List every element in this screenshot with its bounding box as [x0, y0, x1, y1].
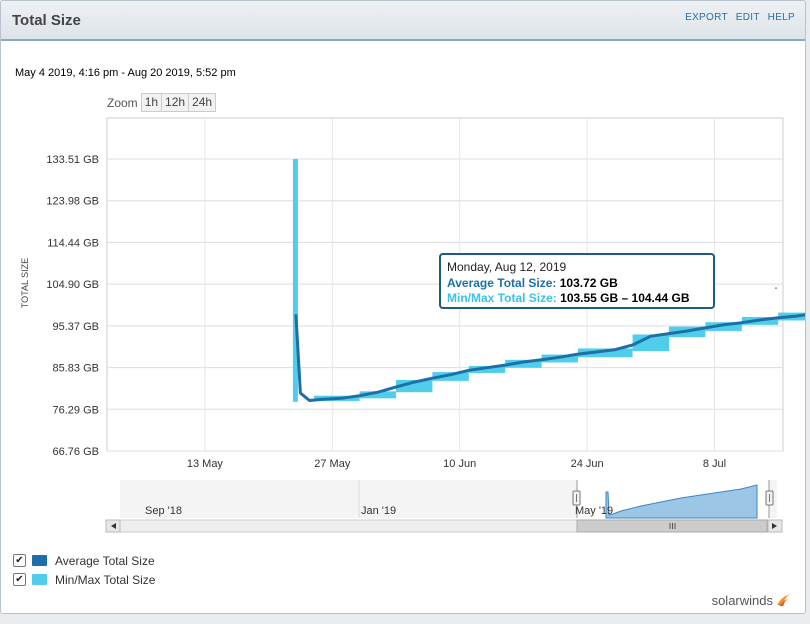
navigator-label: May '19: [575, 505, 613, 517]
legend-minmax-checkbox[interactable]: ✔: [13, 573, 26, 586]
minmax-band: [578, 348, 633, 358]
zoom-24h-button[interactable]: 24h: [188, 93, 217, 112]
navigator-label: Jan '19: [361, 505, 396, 517]
y-tick-label: 66.76 GB: [53, 446, 99, 458]
scroll-left-arrow-icon: [111, 523, 116, 529]
minmax-band: [632, 334, 669, 352]
header-links: EXPORT EDIT HELP: [680, 12, 795, 23]
y-tick-label: 114.44 GB: [47, 237, 99, 249]
navigator-area: [605, 484, 758, 519]
scrollbar-grip-icon: [669, 523, 676, 529]
date-range: May 4 2019, 4:16 pm - Aug 20 2019, 5:52 …: [15, 67, 236, 79]
y-tick-label: 95.37 GB: [53, 321, 99, 333]
minmax-band: [292, 159, 298, 402]
legend-average-label: Average Total Size: [55, 553, 155, 568]
solarwinds-logo: solarwinds: [712, 592, 791, 608]
y-axis-ticks: 133.51 GB 123.98 GB 114.44 GB 104.90 GB 95.3…: [46, 154, 99, 458]
minmax-band: [432, 372, 469, 381]
chart-legend: ✔ Average Total Size ✔ Min/Max Total Siz…: [13, 551, 155, 589]
minmax-band: [359, 391, 396, 399]
minmax-band: [505, 359, 542, 368]
help-link[interactable]: HELP: [767, 12, 795, 23]
navigator-scrollbar[interactable]: [105, 519, 783, 533]
legend-average-checkbox[interactable]: ✔: [13, 554, 26, 567]
x-tick-label: 13 May: [187, 458, 224, 470]
chart-tooltip: Monday, Aug 12, 2019 Average Total Size:…: [439, 253, 715, 309]
solarwinds-flame-icon: [777, 594, 790, 606]
minmax-band: [468, 365, 506, 373]
widget-title: Total Size: [12, 12, 81, 29]
export-link[interactable]: EXPORT: [685, 12, 728, 23]
average-series-line: [294, 313, 805, 402]
tooltip-avg-label: Average Total Size:: [447, 276, 557, 290]
legend-item-minmax[interactable]: ✔ Min/Max Total Size: [13, 570, 155, 589]
y-tick-label: 85.83 GB: [53, 363, 99, 375]
legend-minmax-swatch: [32, 574, 47, 585]
y-tick-label: 76.29 GB: [53, 404, 99, 416]
y-tick-label: 123.98 GB: [46, 196, 99, 208]
x-tick-label: 10 Jun: [443, 458, 476, 470]
minmax-band: [705, 322, 742, 331]
total-size-widget: Total Size EXPORT EDIT HELP May 4 2019, …: [0, 0, 806, 614]
navigator-label: Sep '18: [145, 505, 182, 517]
legend-item-average[interactable]: ✔ Average Total Size: [13, 551, 155, 570]
tooltip-date: Monday, Aug 12, 2019: [447, 260, 567, 274]
y-tick-label: 104.90 GB: [46, 279, 99, 291]
edit-link[interactable]: EDIT: [735, 12, 760, 23]
zoom-1h-button[interactable]: 1h: [140, 93, 163, 112]
widget-header: Total Size EXPORT EDIT HELP: [1, 1, 805, 41]
x-tick-label: 27 May: [314, 458, 351, 470]
zoom-controls: Zoom 1h 12h 24h: [107, 93, 217, 112]
x-tick-label: 24 Jun: [571, 458, 604, 470]
y-tick-label: 133.51 GB: [46, 154, 99, 166]
zoom-12h-button[interactable]: 12h: [161, 93, 190, 112]
zoom-label: Zoom: [107, 95, 138, 110]
legend-minmax-label: Min/Max Total Size: [55, 572, 156, 587]
tooltip-avg-value: 103.72 GB: [559, 276, 618, 290]
legend-average-swatch: [32, 555, 47, 566]
scroll-right-arrow-icon: [772, 523, 777, 529]
tooltip-minmax-label: Min/Max Total Size:: [447, 291, 557, 305]
series-tail-point: [775, 287, 777, 289]
navigator[interactable]: Sep '18 Jan '19 May '19: [120, 480, 777, 519]
tooltip-minmax-value: 103.55 GB – 104.44 GB: [560, 291, 690, 305]
x-tick-label: 8 Jul: [703, 458, 726, 470]
brand-name: solarwinds: [711, 592, 773, 608]
